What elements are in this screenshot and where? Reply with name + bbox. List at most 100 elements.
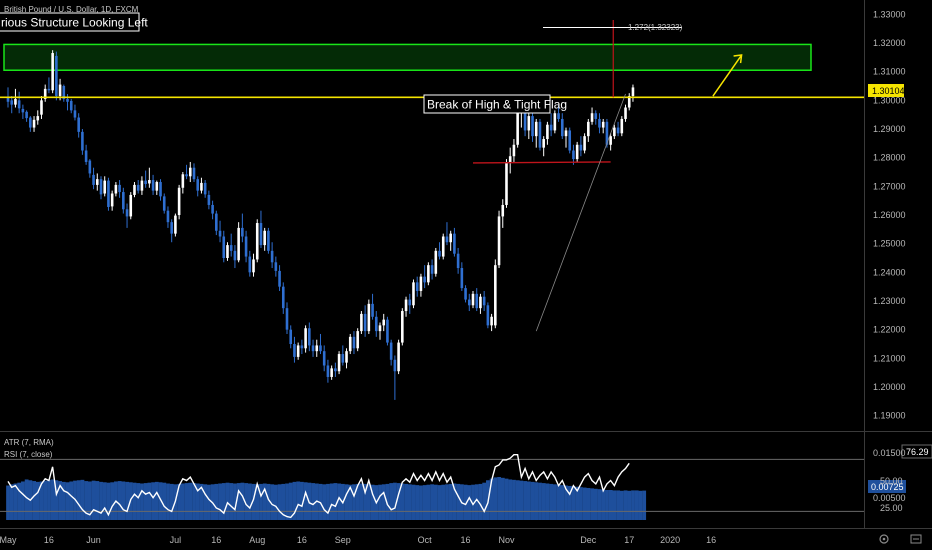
candle [423, 265, 426, 289]
atr-bar [140, 483, 144, 520]
candle [103, 176, 107, 197]
price-badge [868, 84, 904, 97]
candle-body [136, 184, 140, 191]
atr-bar [255, 484, 260, 520]
impulse-trendline[interactable] [535, 93, 626, 332]
candle-body [222, 236, 226, 258]
candle [248, 250, 252, 277]
previous-structure-box[interactable] [0, 12, 140, 32]
atr-bar [616, 490, 621, 520]
atr-bar [32, 481, 36, 520]
auto-scale-icon[interactable] [910, 534, 922, 544]
candle [84, 144, 88, 165]
candle-body [467, 299, 471, 306]
candle-body [415, 282, 419, 291]
candle-body [423, 276, 426, 283]
candle-body [378, 325, 382, 332]
candle [601, 118, 605, 134]
candle [166, 206, 170, 228]
candle-body [32, 119, 36, 128]
atr-bar [441, 484, 446, 520]
candle [464, 285, 467, 303]
candle [200, 177, 203, 194]
atr-bar [65, 482, 70, 520]
candle [36, 110, 40, 125]
atr-bar [352, 484, 356, 520]
candle [177, 184, 181, 220]
candle-body [460, 268, 464, 289]
candle [505, 159, 508, 208]
atr-bar [556, 484, 561, 520]
projection-arrow[interactable] [712, 54, 743, 97]
candle-body [270, 250, 274, 263]
atr-bar [638, 490, 643, 520]
candle [203, 180, 207, 198]
candle [267, 227, 270, 254]
candle-body [587, 121, 590, 137]
candle-body [382, 319, 386, 326]
candle-body [188, 167, 192, 177]
atr-bar [13, 483, 18, 520]
atr-bar [478, 483, 483, 520]
candle [263, 227, 266, 251]
indicator-scale-1: 0.01500 [873, 448, 906, 458]
candle [289, 325, 293, 349]
candle-body [386, 319, 389, 343]
candle-body [534, 121, 538, 137]
candle [408, 293, 412, 314]
atr-bar [50, 479, 55, 520]
candle-body [590, 113, 594, 122]
atr-bar [419, 485, 423, 520]
atr-bar [567, 485, 572, 520]
atr-bar [433, 484, 438, 520]
candle [311, 339, 315, 357]
candle [62, 84, 66, 102]
candle [77, 113, 80, 138]
candle-body [393, 359, 397, 372]
candle [278, 265, 281, 291]
candle [486, 302, 490, 329]
candle [460, 262, 464, 291]
candle-body [122, 192, 125, 210]
candle [516, 110, 519, 148]
atr-bar [39, 481, 44, 520]
support-line[interactable] [472, 161, 611, 164]
candle [252, 253, 255, 277]
atr-bar [192, 483, 196, 520]
candle [378, 322, 382, 340]
candle-body [456, 253, 460, 269]
candle [322, 345, 326, 372]
candle-body [360, 313, 363, 332]
candle-body [144, 180, 147, 185]
candle [542, 136, 545, 157]
candle [553, 110, 557, 134]
candle-body [174, 215, 177, 234]
candle [467, 293, 471, 312]
atr-bar [311, 483, 315, 520]
candle-body [374, 316, 378, 332]
candle-body [367, 303, 371, 332]
y-tick-label: 1.28000 [873, 153, 906, 163]
candle [32, 116, 36, 132]
resistance-zone[interactable] [3, 43, 812, 71]
settings-icon[interactable] [879, 534, 889, 544]
candle-body [293, 344, 296, 357]
candle-body [148, 180, 151, 184]
candle [181, 172, 185, 194]
atr-bar [318, 483, 323, 520]
candle [393, 355, 397, 400]
y-tick-label: 1.33000 [873, 9, 906, 19]
candle [367, 299, 371, 334]
atr-bar [579, 487, 583, 520]
candle [92, 167, 95, 190]
atr-bar [452, 483, 457, 520]
candle [10, 96, 14, 114]
atr-bar [184, 483, 189, 520]
candle [21, 104, 25, 119]
atr-value-badge [868, 480, 906, 493]
atr-bar [277, 484, 282, 520]
atr-bar [552, 484, 557, 520]
candle-body [47, 88, 51, 91]
break-label-box[interactable] [423, 94, 551, 114]
candle-body [598, 118, 601, 128]
